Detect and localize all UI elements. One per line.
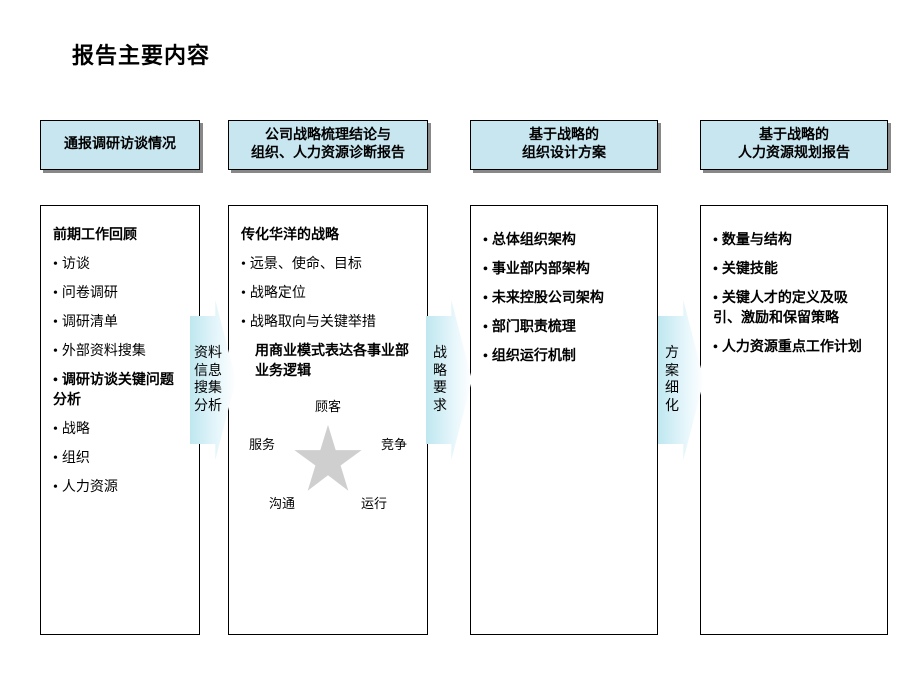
list-item: 组织 — [53, 447, 187, 467]
arrow-2-label: 战略要求 — [430, 345, 450, 415]
list-item: 关键技能 — [713, 258, 875, 278]
arrow-2: 战略要求 — [426, 300, 472, 460]
star-label-bl: 沟通 — [269, 493, 295, 512]
arrow-1-label: 资料信息搜集分析 — [194, 345, 222, 415]
item-list: 数量与结构关键技能关键人才的定义及吸引、激励和保留策略人力资源重点工作计划 — [713, 229, 875, 356]
list-item: 远景、使命、目标 — [241, 253, 415, 273]
list-item: 数量与结构 — [713, 229, 875, 249]
item-list: 战略组织人力资源 — [53, 418, 187, 496]
star-label-top: 顾客 — [315, 396, 341, 415]
list-item: 调研清单 — [53, 311, 187, 331]
star-label-br: 运行 — [361, 493, 387, 512]
list-item: 问卷调研 — [53, 282, 187, 302]
list-item: 战略定位 — [241, 282, 415, 302]
star-label-left: 服务 — [249, 434, 275, 453]
group-title: 前期工作回顾 — [53, 224, 187, 244]
item-list: 访谈问卷调研调研清单外部资料搜集调研访谈关键问题分析 — [53, 253, 187, 409]
header-col-3: 基于战略的组织设计方案 — [470, 120, 658, 170]
list-item: 调研访谈关键问题分析 — [53, 369, 187, 409]
item-list: 总体组织架构事业部内部架构未来控股公司架构部门职责梳理组织运行机制 — [483, 229, 645, 365]
list-item: 组织运行机制 — [483, 345, 645, 365]
list-item: 事业部内部架构 — [483, 258, 645, 278]
group-title: 传化华洋的战略 — [241, 224, 415, 244]
header-col-2: 公司战略梳理结论与组织、人力资源诊断报告 — [228, 120, 428, 170]
header-col-1: 通报调研访谈情况 — [40, 120, 200, 170]
item-list: 远景、使命、目标战略定位战略取向与关键举措 — [241, 253, 415, 331]
header-col-4: 基于战略的人力资源规划报告 — [700, 120, 888, 170]
star-icon — [293, 424, 363, 494]
arrow-1: 资料信息搜集分析 — [190, 300, 236, 460]
arrow-3: 方案细化 — [658, 300, 704, 460]
list-item: 外部资料搜集 — [53, 340, 187, 360]
star-diagram: 顾客服务竞争沟通运行 — [241, 400, 415, 510]
list-item: 未来控股公司架构 — [483, 287, 645, 307]
list-item: 部门职责梳理 — [483, 316, 645, 336]
content-col-4: 数量与结构关键技能关键人才的定义及吸引、激励和保留策略人力资源重点工作计划 — [700, 205, 888, 635]
list-item: 关键人才的定义及吸引、激励和保留策略 — [713, 287, 875, 327]
page-title: 报告主要内容 — [72, 38, 210, 70]
indent-note: 用商业模式表达各事业部业务逻辑 — [255, 340, 415, 380]
list-item: 访谈 — [53, 253, 187, 273]
list-item: 人力资源重点工作计划 — [713, 336, 875, 356]
content-col-3: 总体组织架构事业部内部架构未来控股公司架构部门职责梳理组织运行机制 — [470, 205, 658, 635]
content-col-1: 前期工作回顾访谈问卷调研调研清单外部资料搜集调研访谈关键问题分析战略组织人力资源 — [40, 205, 200, 635]
arrow-3-label: 方案细化 — [662, 345, 682, 415]
content-col-2: 传化华洋的战略远景、使命、目标战略定位战略取向与关键举措用商业模式表达各事业部业… — [228, 205, 428, 635]
list-item: 人力资源 — [53, 476, 187, 496]
list-item: 战略取向与关键举措 — [241, 311, 415, 331]
list-item: 战略 — [53, 418, 187, 438]
star-label-right: 竞争 — [381, 434, 407, 453]
list-item: 总体组织架构 — [483, 229, 645, 249]
